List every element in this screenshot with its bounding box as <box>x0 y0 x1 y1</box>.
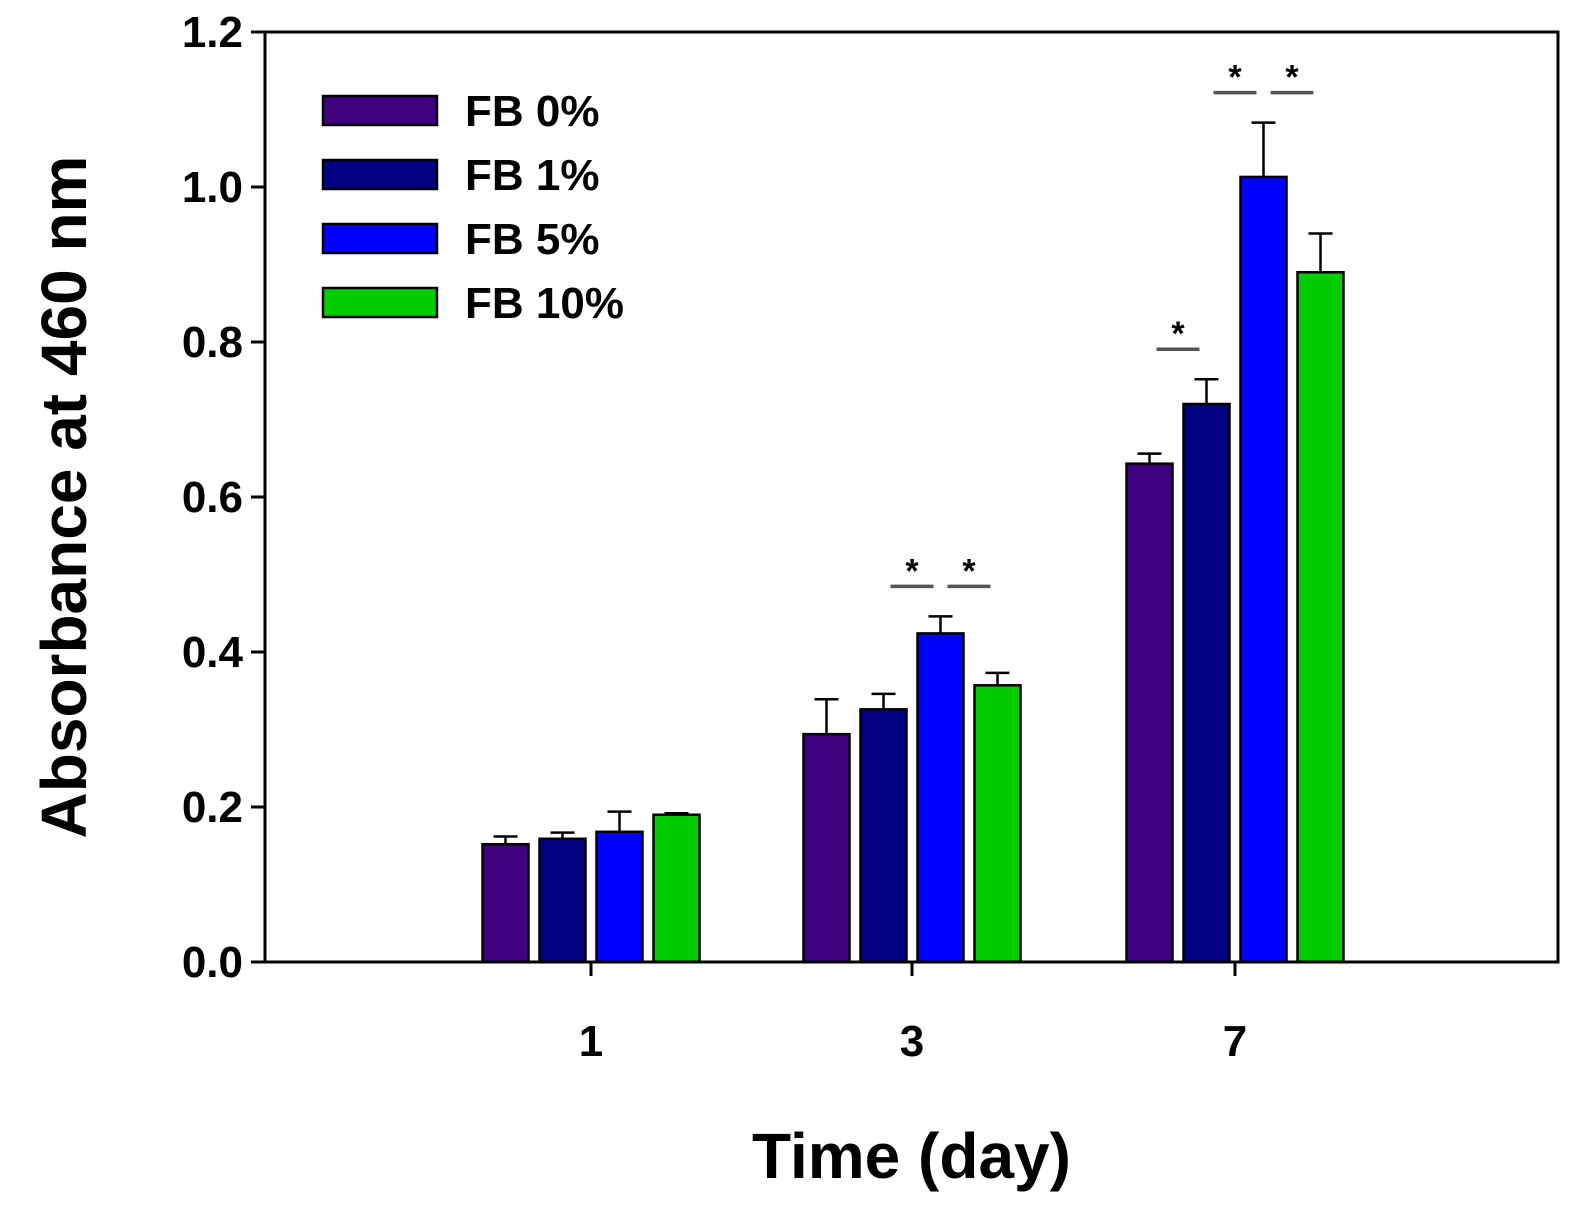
bar <box>595 830 644 964</box>
y-tick-label: 0.0 <box>182 938 243 987</box>
bar <box>1296 271 1345 964</box>
bar <box>859 708 908 964</box>
significance-star: * <box>962 552 976 590</box>
x-tick-label: 3 <box>900 1017 924 1066</box>
y-tick-label: 1.0 <box>182 163 243 212</box>
legend-swatch <box>321 158 439 191</box>
y-tick-label: 0.2 <box>182 783 243 832</box>
significance-star: * <box>1171 315 1185 353</box>
y-tick-label: 1.2 <box>182 8 243 57</box>
y-tick-label: 0.6 <box>182 473 243 522</box>
y-tick-label: 0.4 <box>182 628 244 677</box>
y-axis-ticks: 0.0 0.2 0.4 0.6 0.8 1.0 1.2 <box>182 8 265 987</box>
significance-star: * <box>905 552 919 590</box>
bar <box>652 813 701 964</box>
y-axis-title: Absorbance at 460 nm <box>28 156 100 839</box>
legend-label: FB 0% <box>465 87 599 136</box>
bar <box>1182 402 1231 964</box>
bar <box>481 842 530 964</box>
legend-swatch <box>321 94 439 127</box>
bar <box>1125 462 1174 964</box>
bar <box>916 632 965 964</box>
significance-star: * <box>1228 59 1242 97</box>
bar <box>973 684 1022 964</box>
plot-frame <box>263 30 1560 964</box>
y-tick-label: 0.8 <box>182 318 243 367</box>
x-axis-ticks: 1 3 7 <box>579 962 1247 1066</box>
legend: FB 0% FB 1% FB 5% FB 10% <box>321 87 624 328</box>
legend-label: FB 10% <box>465 279 624 328</box>
legend-label: FB 1% <box>465 151 599 200</box>
bar <box>802 732 851 964</box>
error-bars-layer <box>493 121 1333 845</box>
x-axis-title: Time (day) <box>752 1120 1071 1192</box>
x-tick-label: 1 <box>579 1017 603 1066</box>
legend-label: FB 5% <box>465 215 599 264</box>
bar <box>1239 175 1288 964</box>
x-tick-label: 7 <box>1223 1017 1247 1066</box>
bar <box>538 837 587 964</box>
significance-layer: * * * * * <box>890 59 1314 590</box>
legend-swatch <box>321 222 439 255</box>
legend-swatch <box>321 286 439 319</box>
significance-star: * <box>1285 59 1299 97</box>
